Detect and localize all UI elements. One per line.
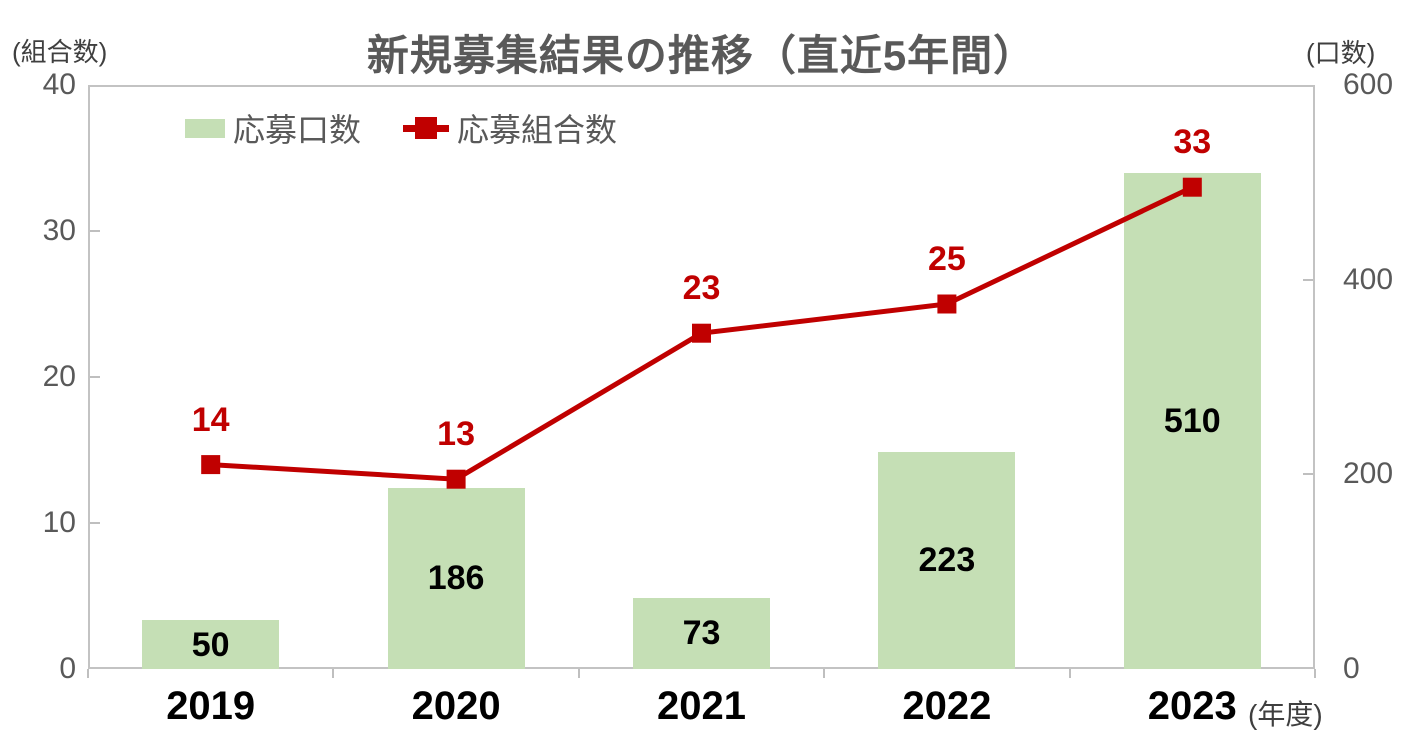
left-axis-tick-label: 20 — [42, 360, 76, 393]
bar-2023 — [1123, 172, 1261, 669]
category-label-2023: 2023 — [1147, 684, 1237, 728]
left-axis-tick-label: 40 — [42, 68, 76, 101]
category-label-2022: 2022 — [902, 684, 992, 728]
line-point-marker — [201, 455, 221, 475]
x-axis-tick-mark — [577, 669, 580, 678]
right-axis-tick-label: 200 — [1343, 457, 1394, 491]
x-axis-tick-mark — [87, 669, 89, 678]
line-value-label: 33 — [1173, 123, 1212, 162]
x-axis-tick-mark — [823, 669, 826, 678]
legend: 応募口数 応募組合数 — [185, 108, 617, 148]
x-axis-tick-mark — [1068, 669, 1071, 678]
line-value-label: 13 — [437, 415, 475, 454]
category-label-2019: 2019 — [166, 684, 256, 728]
line-value-label: 14 — [191, 400, 230, 439]
right-axis-unit-label: (口数) — [1306, 38, 1376, 68]
left-axis-tick-label: 10 — [42, 506, 76, 539]
legend-line-marker-icon — [403, 117, 450, 139]
bar-2022 — [878, 451, 1016, 669]
left-axis-tick-mark — [90, 230, 100, 232]
left-axis-tick-label: 30 — [42, 214, 76, 247]
left-axis-unit-label: (組合数) — [12, 37, 108, 67]
left-axis-tick-label: 0 — [59, 652, 76, 685]
chart-title: 新規募集結果の推移（直近5年間） — [366, 32, 1037, 79]
line-point-marker — [446, 469, 466, 489]
legend-bar-swatch-icon — [185, 118, 225, 138]
line-point-marker — [937, 294, 957, 314]
right-axis-tick-mark — [1303, 473, 1313, 476]
bar-2021 — [633, 597, 770, 669]
line-value-label: 25 — [927, 240, 966, 278]
line-point-marker — [1182, 177, 1202, 197]
legend-bar-series-label: 応募口数 — [233, 112, 362, 148]
right-axis-tick-mark — [1303, 278, 1313, 281]
bar-value-label: 50 — [191, 625, 230, 664]
legend-line-square-marker — [415, 117, 438, 139]
x-axis-unit-label: (年度) — [1248, 699, 1323, 730]
right-axis-tick-label: 600 — [1343, 68, 1394, 101]
category-label-2021: 2021 — [657, 684, 746, 728]
plot-area — [88, 85, 1315, 669]
x-axis-tick-mark — [1314, 669, 1316, 678]
x-axis-tick-mark — [332, 669, 335, 678]
bar-value-label: 73 — [682, 614, 721, 653]
right-axis-tick-label: 0 — [1343, 652, 1360, 685]
legend-line-series-label: 応募組合数 — [457, 112, 618, 148]
line-value-label: 23 — [682, 269, 721, 308]
bar-2019 — [142, 620, 280, 669]
left-axis-tick-mark — [90, 522, 100, 524]
left-axis-tick-mark — [90, 376, 100, 378]
line-point-marker — [692, 323, 711, 343]
category-label-2020: 2020 — [411, 684, 501, 728]
right-axis-tick-label: 400 — [1343, 262, 1394, 296]
bar-value-label: 186 — [427, 559, 485, 598]
bar-2020 — [387, 487, 525, 669]
bar-value-label: 510 — [1163, 401, 1221, 440]
bar-value-label: 223 — [918, 541, 976, 580]
